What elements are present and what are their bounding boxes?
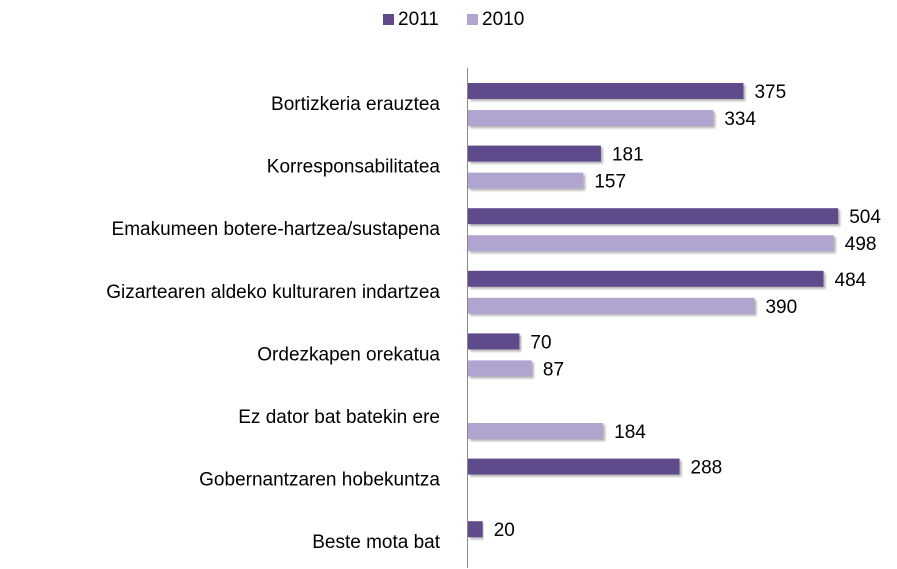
bar <box>468 172 584 189</box>
category-label: Gizartearen aldeko kulturaren indartzea <box>106 282 440 303</box>
bar <box>468 110 714 126</box>
bar <box>468 297 755 314</box>
category-label: Korresponsabilitatea <box>267 157 441 178</box>
bar <box>468 423 604 439</box>
category-label: Bortizkeria erauztea <box>271 94 440 115</box>
value-label: 70 <box>530 332 551 353</box>
value-label: 390 <box>765 297 797 318</box>
category-label: Ez dator bat batekin ere <box>238 407 440 428</box>
category-label: Emakumeen botere-hartzea/sustapena <box>112 219 441 240</box>
bar <box>468 458 680 475</box>
value-label: 184 <box>614 422 646 443</box>
bar <box>468 83 744 99</box>
value-label: 157 <box>594 172 626 193</box>
bar <box>468 270 824 287</box>
bar <box>468 235 834 252</box>
value-label: 498 <box>845 234 877 255</box>
category-label: Beste mota bat <box>312 532 441 553</box>
value-label: 504 <box>849 207 881 228</box>
bar <box>468 521 483 538</box>
value-label: 375 <box>754 82 786 103</box>
bar <box>468 208 839 225</box>
legend-swatch <box>383 14 394 25</box>
value-label: 20 <box>494 520 515 541</box>
bar <box>468 360 532 377</box>
value-label: 484 <box>835 270 867 291</box>
value-label: 181 <box>612 145 644 166</box>
value-label: 334 <box>724 109 756 130</box>
category-label: Ordezkapen orekatua <box>257 344 440 365</box>
category-label: Gobernantzaren hobekuntza <box>199 470 440 491</box>
bar <box>468 145 601 162</box>
legend-label: 2010 <box>482 9 524 30</box>
bar <box>468 333 520 350</box>
value-label: 87 <box>543 359 564 380</box>
value-label: 288 <box>691 458 723 479</box>
legend-swatch <box>467 14 478 25</box>
legend-label: 2011 <box>398 9 439 30</box>
